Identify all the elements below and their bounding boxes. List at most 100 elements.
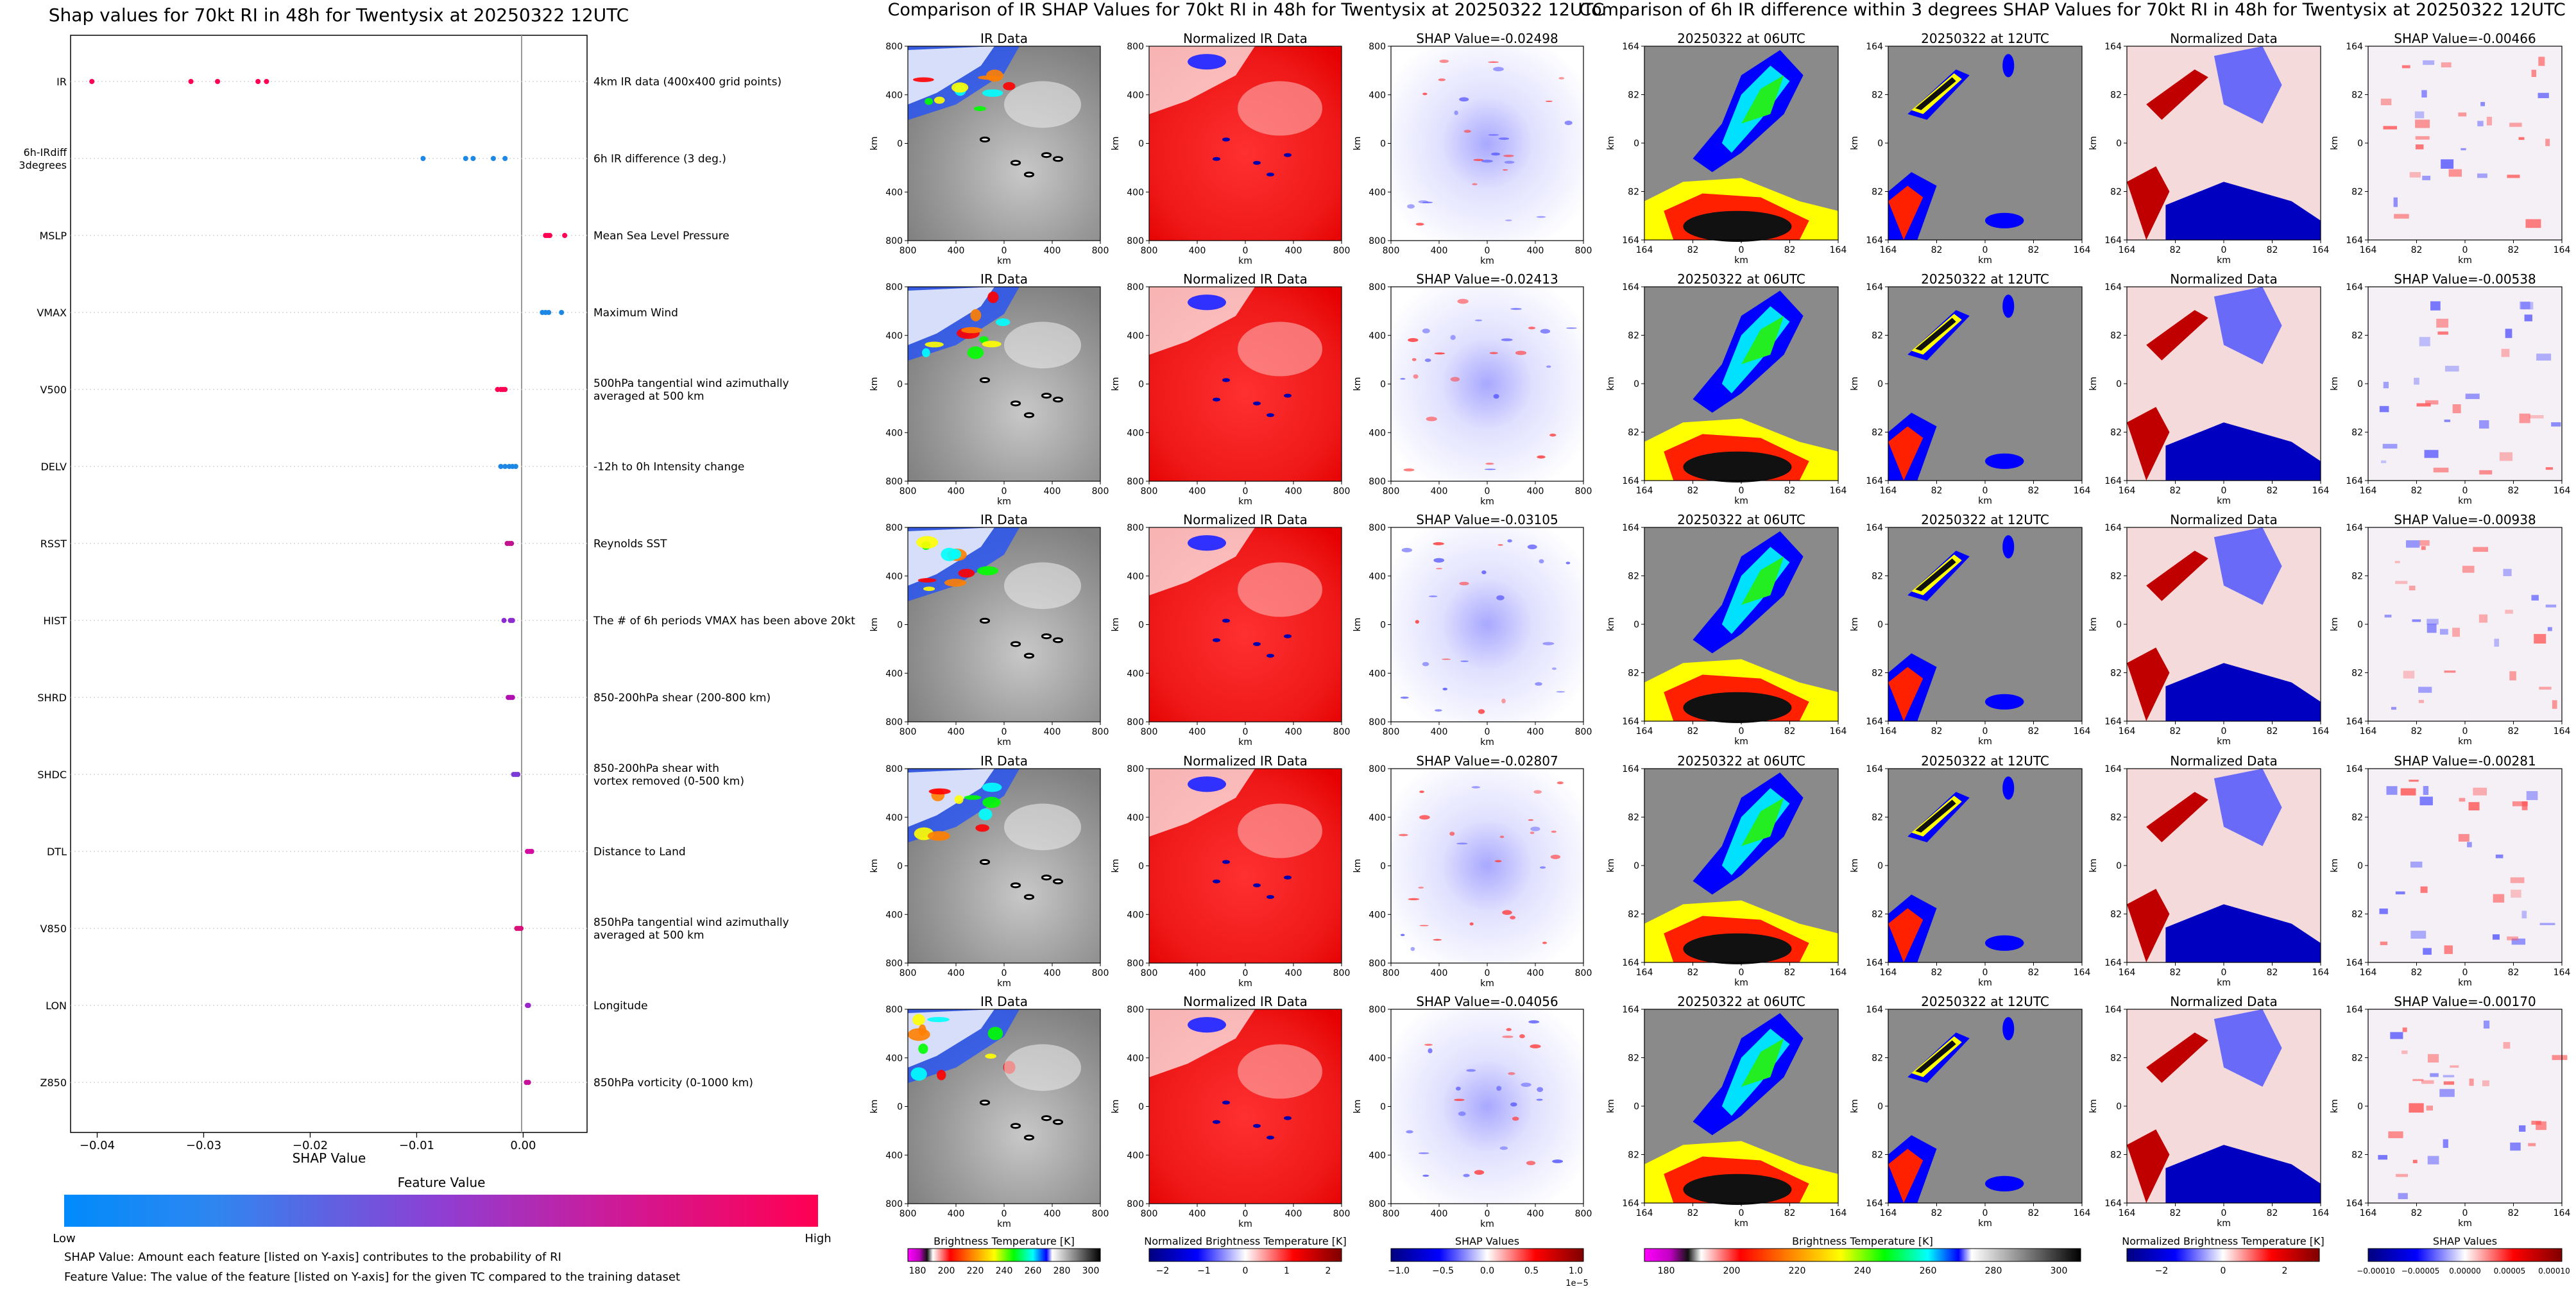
shap-feature-blob	[1459, 97, 1469, 102]
convective-cell	[1253, 1123, 1261, 1128]
shap-feature-blob	[2521, 302, 2534, 310]
shap-feature-blob	[2503, 568, 2512, 576]
shap-feature-blob	[1466, 1069, 1476, 1072]
ir-comparison-panel: Comparison of IR SHAP Values for 70kt RI…	[869, 0, 1604, 1288]
shap-feature-blob	[2415, 144, 2424, 149]
shap-feature-blob	[2427, 619, 2439, 625]
shap-feature-blob	[1530, 826, 1540, 832]
x-tick-label: 164	[1830, 245, 1847, 255]
shap-feature-blob	[1488, 61, 1499, 64]
cloud-cell	[918, 1024, 926, 1036]
shap-title: Shap values for 70kt RI in 48h for Twent…	[49, 4, 629, 26]
shap-plot-frame	[70, 35, 588, 1133]
shap-feature-blob	[1481, 159, 1493, 163]
y-axis-label: km	[869, 137, 880, 151]
panel-title: IR Data	[980, 31, 1028, 46]
y-tick-label: 0	[1380, 862, 1386, 872]
shap-feature-blob	[2531, 595, 2539, 601]
convective-cell	[979, 377, 991, 383]
shap-feature-blob	[1494, 860, 1502, 862]
shap-feature-blob	[1501, 698, 1506, 704]
x-tick-label: 400	[948, 727, 965, 737]
y-tick-label: 82	[2351, 428, 2363, 438]
shap-feature-blob	[2418, 699, 2424, 703]
x-tick-label: 164	[1830, 726, 1847, 737]
shap-feature-blob	[1502, 169, 1508, 171]
feature-description-label: Mean Sea Level Pressure	[593, 230, 729, 243]
x-axis-label: km	[1978, 737, 1992, 747]
x-axis-label: km	[1480, 978, 1494, 989]
y-tick-label: 800	[1369, 764, 1386, 774]
colorbar-tick-label: 0.5	[1524, 1266, 1539, 1276]
y-tick-label: 164	[1622, 764, 1639, 774]
x-tick-label: 164	[2312, 1208, 2330, 1218]
image-panel: SHAP Value=-0.04056800800400400004004008…	[1352, 994, 1592, 1229]
shap-point	[546, 310, 552, 315]
colorbar: Brightness Temperature [K] 180 200 220 240 26…	[1644, 1235, 2081, 1276]
negative-region	[2213, 46, 2282, 124]
x-tick-label: 164	[1880, 726, 1897, 737]
shap-feature-blob	[1450, 377, 1460, 382]
shap-feature-blob	[2486, 117, 2493, 126]
x-axis-label: km	[997, 1219, 1011, 1229]
x-tick-label: 82	[1784, 968, 1796, 978]
image-panel: SHAP Value=-0.00170164164828200828216416…	[2330, 994, 2570, 1229]
y-tick-label: 800	[885, 477, 903, 487]
shap-point	[490, 156, 496, 161]
y-tick-label: 82	[1628, 910, 1639, 920]
x-tick-label: 82	[1784, 1208, 1796, 1218]
x-tick-label: 82	[2028, 968, 2040, 978]
x-tick-label: 400	[1527, 486, 1544, 497]
shap-feature-blob	[2478, 420, 2489, 429]
shap-feature-blob	[1501, 338, 1513, 341]
diff-comparison-title: Comparison of 6h IR difference within 3 …	[1579, 0, 2565, 20]
colorbar-label: SHAP Values	[2433, 1235, 2497, 1247]
shap-feature-blob	[2467, 842, 2472, 848]
shap-feature-blob	[2430, 301, 2441, 311]
y-axis-label: km	[1850, 858, 1860, 873]
cloud-band-peak	[1741, 316, 1784, 364]
x-tick-label: 400	[1431, 727, 1448, 737]
convective-cell	[1010, 882, 1021, 889]
panel-title: Normalized IR Data	[1183, 753, 1308, 769]
shap-feature-blob	[2492, 934, 2500, 940]
cloud-cell	[928, 788, 951, 795]
x-tick-label: 0	[1243, 968, 1249, 978]
cloud-cell	[961, 327, 983, 334]
cloud-cell	[918, 1043, 928, 1054]
shap-feature-blob	[2421, 90, 2427, 98]
convective-cell	[1253, 401, 1261, 405]
cloud-cell	[982, 89, 1003, 97]
x-axis-label: km	[2217, 255, 2231, 266]
shap-feature-blob	[2400, 788, 2416, 796]
y-tick-label: 164	[2346, 764, 2363, 774]
shap-feature-blob	[1439, 59, 1449, 64]
x-tick-label: 82	[1931, 726, 1943, 737]
shap-feature-blob	[1478, 709, 1485, 714]
cold-cloud-cell	[1188, 295, 1226, 311]
shap-feature-blob	[2510, 1142, 2521, 1151]
shap-point	[215, 79, 221, 84]
colorbar-tick-label: −0.00010	[2357, 1267, 2395, 1276]
image-panel: 20250322 at 12UTC1641648282008282164164k…	[1850, 512, 2090, 747]
positive-region	[2127, 889, 2170, 962]
x-tick-label: 0	[2221, 1208, 2227, 1218]
image-panel: Normalized IR Data8008004004000040040080…	[1111, 31, 1350, 266]
shap-feature-blob	[1433, 542, 1444, 545]
shap-xlabel: SHAP Value	[293, 1150, 366, 1166]
y-tick-label: 82	[2110, 1150, 2122, 1161]
y-tick-label: 400	[885, 669, 903, 679]
shap-feature-blob	[2427, 1054, 2439, 1063]
shap-feature-blob	[1400, 378, 1406, 380]
hot-region	[1888, 426, 1923, 481]
cloud-band-peak	[1915, 558, 1956, 592]
cloud-cell	[958, 568, 975, 578]
y-tick-label: 0	[897, 139, 903, 149]
cloud-cell	[975, 824, 989, 832]
x-tick-label: 800	[1092, 727, 1109, 737]
colorbar-tick-label: −0.00005	[2401, 1267, 2440, 1276]
cold-cloud-cell	[1188, 776, 1226, 792]
x-tick-label: −0.04	[80, 1139, 115, 1152]
shap-feature-blob	[2525, 219, 2541, 228]
y-tick-label: 0	[897, 620, 903, 631]
